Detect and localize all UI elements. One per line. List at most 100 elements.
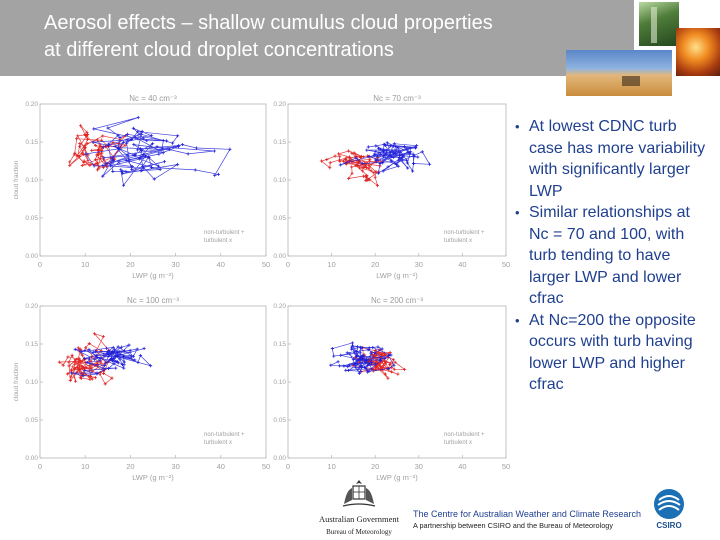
- scatter-point: [372, 153, 376, 157]
- scatter-point: [67, 360, 71, 364]
- scatter-point: [140, 168, 144, 173]
- scatter-point: [152, 177, 156, 181]
- scatter-point: [113, 144, 117, 148]
- coat-of-arms-icon: [342, 480, 376, 507]
- scatter-point: [92, 164, 96, 168]
- scatter-point: [108, 164, 113, 168]
- y-tick-label: 0.10: [273, 177, 286, 184]
- legend-entry: non-turbulent +: [444, 230, 485, 236]
- legend-entry: non-turbulent +: [204, 230, 245, 236]
- scatter-point: [57, 360, 61, 364]
- scatter-point: [71, 365, 75, 369]
- x-tick-label: 40: [217, 462, 225, 471]
- scatter-point: [95, 138, 99, 142]
- scatter-point: [144, 154, 148, 158]
- scatter-point: [95, 168, 100, 172]
- scatter-point: [125, 138, 129, 142]
- x-tick-label: 30: [415, 462, 423, 471]
- header-photos: [566, 0, 720, 98]
- scatter-point: [104, 346, 109, 350]
- scatter-point: [106, 142, 110, 146]
- scatter-point: [377, 150, 381, 155]
- scatter-point: [88, 163, 92, 167]
- scatter-point: [403, 367, 407, 372]
- scatter-point: [411, 161, 416, 166]
- scatter-point: [85, 141, 89, 146]
- scatter-point: [139, 155, 143, 159]
- scatter-point: [141, 152, 145, 157]
- scatter-point: [367, 154, 371, 159]
- scatter-point: [124, 141, 129, 145]
- scatter-point: [130, 164, 134, 169]
- scatter-point: [389, 361, 393, 365]
- scatter-point: [97, 166, 101, 170]
- scatter-point: [359, 154, 364, 159]
- scatter-point: [102, 363, 107, 368]
- scatter-point: [87, 347, 91, 352]
- scatter-point: [371, 346, 375, 350]
- scatter-point: [373, 351, 377, 355]
- scatter-point: [390, 159, 394, 163]
- scatter-plot: Nc = 100 cm⁻³ 0 10 20 30 40 50 0.00 0.05 0.10 0.15…: [13, 296, 270, 482]
- scatter-point: [116, 345, 120, 349]
- scatter-point: [75, 137, 79, 141]
- scatter-point: [92, 332, 97, 336]
- scatter-point: [379, 358, 383, 363]
- x-axis-label: LWP (g m⁻²): [132, 271, 174, 280]
- cawcr-name: The Centre for Australian Weather and Cl…: [413, 509, 641, 519]
- legend-entry: turbulent x: [444, 440, 472, 446]
- scatter-point: [94, 143, 98, 148]
- australian-government-logo: Australian Government Bureau of Meteorol…: [318, 478, 400, 538]
- scatter-point: [84, 134, 88, 138]
- scatter-point: [73, 367, 77, 371]
- scatter-point: [365, 370, 369, 374]
- scatter-point: [375, 159, 379, 163]
- scatter-point: [412, 154, 416, 158]
- scatter-point: [338, 364, 342, 368]
- scatter-point: [373, 348, 378, 352]
- scatter-point: [160, 146, 164, 150]
- scatter-point: [109, 356, 113, 361]
- scatter-point: [368, 362, 372, 367]
- scatter-point: [121, 354, 126, 358]
- scatter-point: [68, 160, 72, 164]
- series-non-turbulent: [319, 149, 385, 188]
- y-tick-label: 0.00: [273, 455, 286, 462]
- x-tick-label: 10: [327, 462, 335, 471]
- x-tick-label: 20: [126, 260, 134, 269]
- scatter-point: [369, 360, 374, 364]
- scatter-point: [139, 132, 143, 136]
- legend-entry: turbulent x: [204, 238, 232, 244]
- scatter-point: [149, 134, 154, 138]
- scatter-point: [123, 143, 127, 147]
- scatter-point: [368, 157, 372, 161]
- x-tick-label: 20: [126, 462, 134, 471]
- scatter-point: [124, 158, 128, 162]
- scatter-point: [385, 141, 389, 145]
- x-tick-label: 30: [415, 260, 423, 269]
- scatter-point: [69, 368, 73, 372]
- scatter-point: [66, 355, 70, 359]
- series-turbulent: [338, 141, 432, 175]
- scatter-point: [98, 372, 102, 376]
- y-tick-label: 0.15: [25, 341, 38, 348]
- scatter-point: [84, 373, 88, 377]
- scatter-point: [100, 155, 104, 159]
- x-tick-label: 10: [81, 462, 89, 471]
- scatter-point: [136, 137, 140, 141]
- scatter-point: [83, 346, 88, 350]
- scatter-point: [81, 374, 85, 378]
- scatter-point: [164, 139, 169, 143]
- scatter-point: [194, 146, 198, 150]
- bullet-item: Similar relationships at Nc = 70 and 100…: [512, 202, 712, 310]
- scatter-point: [394, 152, 398, 156]
- scatter-point: [102, 371, 106, 376]
- scatter-point: [348, 157, 352, 161]
- scatter-point: [393, 360, 397, 364]
- scatter-point: [72, 363, 77, 367]
- scatter-point: [102, 156, 106, 160]
- scatter-point: [416, 155, 420, 159]
- scatter-point: [114, 366, 118, 370]
- scatter-point: [380, 347, 384, 351]
- scatter-point: [338, 154, 342, 158]
